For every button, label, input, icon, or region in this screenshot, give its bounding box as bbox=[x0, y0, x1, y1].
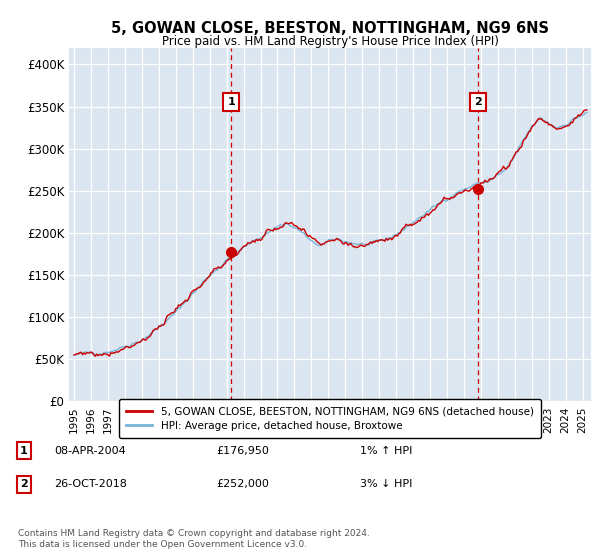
Text: £176,950: £176,950 bbox=[216, 446, 269, 456]
Text: 1: 1 bbox=[20, 446, 28, 456]
Text: 5, GOWAN CLOSE, BEESTON, NOTTINGHAM, NG9 6NS: 5, GOWAN CLOSE, BEESTON, NOTTINGHAM, NG9… bbox=[111, 21, 549, 36]
Text: 2: 2 bbox=[474, 97, 482, 108]
Text: Contains HM Land Registry data © Crown copyright and database right 2024.
This d: Contains HM Land Registry data © Crown c… bbox=[18, 529, 370, 549]
Text: 1% ↑ HPI: 1% ↑ HPI bbox=[360, 446, 412, 456]
Text: 2: 2 bbox=[20, 479, 28, 489]
Text: 26-OCT-2018: 26-OCT-2018 bbox=[54, 479, 127, 489]
Text: 1: 1 bbox=[227, 97, 235, 108]
Text: £252,000: £252,000 bbox=[216, 479, 269, 489]
Text: 3% ↓ HPI: 3% ↓ HPI bbox=[360, 479, 412, 489]
Text: 08-APR-2004: 08-APR-2004 bbox=[54, 446, 126, 456]
Text: Price paid vs. HM Land Registry's House Price Index (HPI): Price paid vs. HM Land Registry's House … bbox=[161, 35, 499, 48]
Legend: 5, GOWAN CLOSE, BEESTON, NOTTINGHAM, NG9 6NS (detached house), HPI: Average pric: 5, GOWAN CLOSE, BEESTON, NOTTINGHAM, NG9… bbox=[119, 399, 541, 438]
